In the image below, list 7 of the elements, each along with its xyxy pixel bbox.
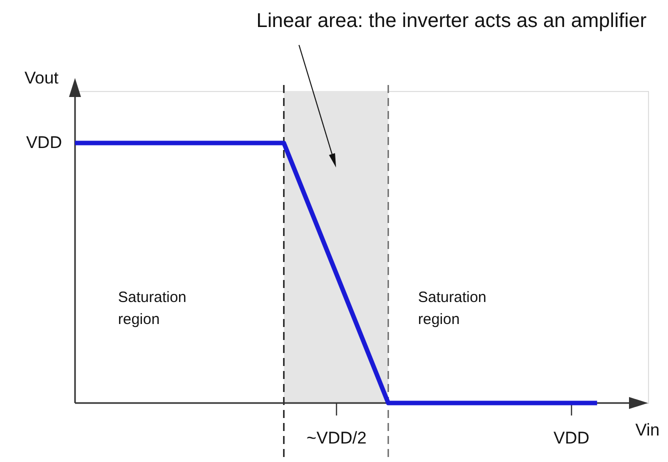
text: VDD	[26, 133, 62, 152]
annotation: Saturation region	[118, 289, 186, 328]
x-tick-label: ~VDD/2	[306, 428, 367, 448]
annotation: Saturation region	[418, 289, 486, 328]
y-axis-title: Vout	[24, 68, 59, 88]
text: Linear area: the inverter acts as an amplifier	[256, 10, 647, 32]
x-axis-title: Vin	[635, 420, 660, 440]
